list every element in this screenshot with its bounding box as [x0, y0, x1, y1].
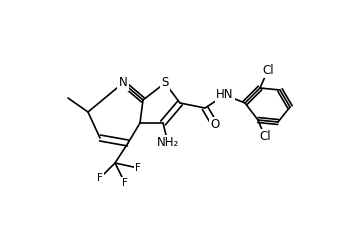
Text: Cl: Cl: [259, 130, 271, 144]
Text: O: O: [210, 119, 219, 131]
Text: F: F: [122, 178, 128, 188]
Text: F: F: [97, 173, 103, 183]
Text: N: N: [119, 76, 127, 90]
Text: HN: HN: [216, 89, 234, 101]
Text: Cl: Cl: [262, 63, 274, 76]
Text: F: F: [135, 163, 141, 173]
Text: NH₂: NH₂: [157, 136, 179, 150]
Text: S: S: [161, 76, 169, 90]
